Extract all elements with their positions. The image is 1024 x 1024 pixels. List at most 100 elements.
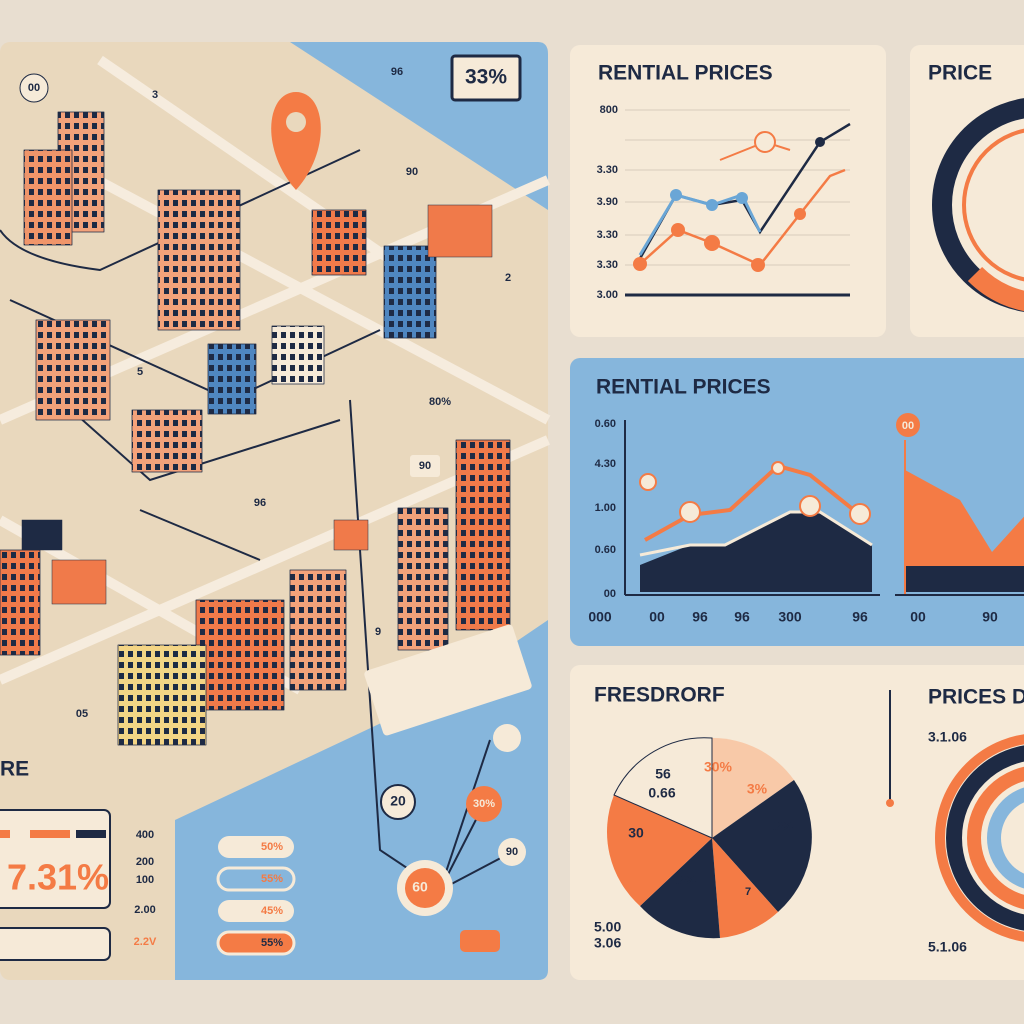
shape [51, 559, 107, 605]
shape [76, 830, 106, 838]
shape [849, 503, 871, 525]
pill-label: 45% [261, 905, 283, 917]
shape [216, 866, 296, 892]
pill-label: 55% [261, 873, 283, 885]
shape [625, 109, 850, 266]
labels: 00 3 96 33% 90 2 5 80% 90 96 9 05 20 30% 90 60 400 200 100… [28, 66, 998, 955]
x-tick-label: 96 [852, 609, 868, 625]
shape [712, 780, 812, 912]
shape [455, 439, 511, 631]
shape [97, 55, 423, 285]
shape [450, 54, 522, 102]
shape [157, 189, 241, 331]
shape [383, 245, 437, 339]
map-label: 9 [375, 626, 381, 638]
shape [311, 209, 367, 276]
shape [364, 624, 532, 736]
shape [967, 266, 1024, 312]
side-label: 5.1.06 [928, 939, 967, 955]
x-tick-label: 90 [982, 609, 998, 625]
pill-label: 50% [261, 841, 283, 853]
shape [640, 512, 872, 592]
shape [570, 45, 886, 337]
shape [216, 930, 296, 956]
shape [613, 737, 713, 839]
map-label: 96 [254, 497, 266, 509]
x-tick-label: 00 [649, 609, 665, 625]
map-label: 96 [391, 66, 403, 78]
shape [679, 501, 701, 523]
y-tick-label: 1.00 [595, 502, 616, 514]
map-label: 90 [419, 460, 431, 472]
y-tick-label: 0.60 [595, 418, 616, 430]
shape [410, 455, 440, 477]
shape [0, 111, 511, 746]
shape [218, 900, 294, 922]
summary: RE 7.31% [0, 758, 296, 961]
map-label: 3 [152, 89, 158, 101]
y-tick-label: 3.00 [597, 289, 618, 301]
shape [493, 724, 521, 752]
shape [962, 128, 1024, 282]
y-tick-label: 3.30 [597, 164, 618, 176]
shape [57, 155, 551, 425]
y-tick-label: 3.30 [597, 229, 618, 241]
shape [333, 519, 369, 551]
shape [967, 766, 1024, 910]
shape [466, 786, 502, 822]
shape [639, 510, 873, 557]
shape [271, 92, 321, 190]
shape [639, 461, 871, 525]
marker-label: 00 [902, 420, 914, 432]
card-title: RENTIAL PRICES [596, 376, 771, 399]
map-label: 60 [412, 879, 428, 895]
pie-label: 3% [747, 781, 768, 797]
shape [139, 509, 261, 561]
y-tick-label: 4.30 [595, 458, 616, 470]
shape [397, 507, 449, 651]
shape [736, 192, 748, 204]
shape [987, 787, 1024, 889]
shape [886, 799, 894, 807]
x-tick-label: 300 [778, 609, 802, 625]
shape [671, 223, 685, 237]
shape [905, 566, 1024, 592]
shape [289, 569, 347, 691]
scale-label: 2.2V [134, 936, 157, 948]
card-title: PRICES D [928, 686, 1024, 709]
shape [896, 413, 920, 437]
x-tick-label: 00 [910, 609, 926, 625]
map-label: 2 [505, 272, 511, 284]
price-donut-card: PRICE [910, 45, 1024, 337]
shape [640, 838, 720, 939]
shape [59, 399, 341, 482]
shape [704, 235, 720, 251]
pie-label: 7 [745, 886, 751, 898]
shape [0, 830, 10, 838]
pie-label: 30% [704, 759, 733, 775]
shape [218, 836, 294, 858]
footer-label: 3.06 [594, 935, 621, 951]
shape [0, 149, 361, 272]
shape [23, 149, 73, 246]
shape [633, 257, 647, 271]
shape [498, 838, 526, 866]
shape [131, 409, 203, 473]
scale-label: 100 [136, 874, 154, 886]
x-tick-label: 96 [734, 609, 750, 625]
shape [670, 189, 748, 211]
map-label: 33% [465, 66, 507, 89]
card-title: RENTIAL PRICES [598, 62, 773, 85]
shape [207, 343, 257, 415]
y-tick-label: 00 [604, 588, 616, 600]
x-tick-label: 96 [692, 609, 708, 625]
shape [935, 734, 1024, 942]
shape [460, 930, 500, 952]
shape [932, 98, 1024, 312]
shape [670, 189, 682, 201]
rental-area-card: RENTIAL PRICES 00 [570, 358, 1024, 646]
map-label: 5 [137, 366, 143, 378]
shape [30, 830, 70, 838]
map-label: 20 [390, 793, 406, 809]
map-label: 90 [506, 846, 518, 858]
